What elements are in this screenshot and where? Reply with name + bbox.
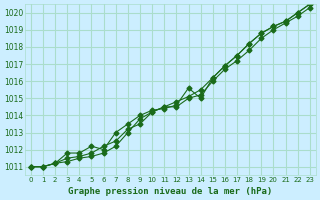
X-axis label: Graphe pression niveau de la mer (hPa): Graphe pression niveau de la mer (hPa) [68,187,272,196]
